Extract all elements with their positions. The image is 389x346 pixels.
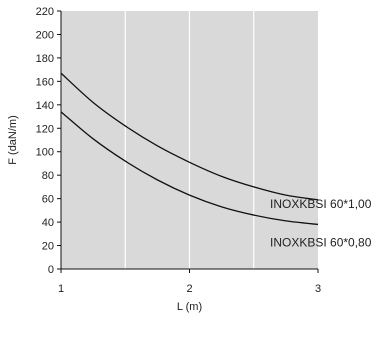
y-axis-label: F (daN/m) — [7, 115, 19, 165]
series-label-2: INOXKBSI 60*0,80 — [270, 235, 372, 249]
x-tick-label: 1 — [58, 283, 64, 295]
series-line-1 — [60, 72, 319, 201]
y-tick-label: 20 — [42, 241, 54, 253]
y-tick-label: 60 — [42, 194, 54, 206]
x-tick-labels: 1 2 3 — [58, 269, 321, 295]
series-line-2 — [60, 111, 319, 226]
y-tick-label: 220 — [36, 6, 54, 18]
y-tick-label: 100 — [36, 147, 54, 159]
grid-lines — [124, 11, 255, 269]
series-label-1: INOXKBSI 60*1,00 — [270, 197, 372, 211]
y-tick-label: 80 — [42, 170, 54, 182]
x-axis-label: L (m) — [177, 301, 202, 313]
x-tick-label: 2 — [186, 283, 192, 295]
y-tick-label: 140 — [36, 100, 54, 112]
x-tick-label: 3 — [315, 283, 321, 295]
y-tick-label: 180 — [36, 53, 54, 65]
y-tick-label: 40 — [42, 217, 54, 229]
y-tick-label: 160 — [36, 76, 54, 88]
y-tick-label: 0 — [48, 264, 54, 276]
y-tick-label: 200 — [36, 29, 54, 41]
y-tick-label: 120 — [36, 123, 54, 135]
series-labels: INOXKBSI 60*1,00 INOXKBSI 60*0,80 — [270, 197, 372, 250]
series-lines — [60, 72, 319, 226]
y-tick-labels: 0 20 40 60 80 100 120 140 160 180 200 220 — [36, 6, 61, 276]
